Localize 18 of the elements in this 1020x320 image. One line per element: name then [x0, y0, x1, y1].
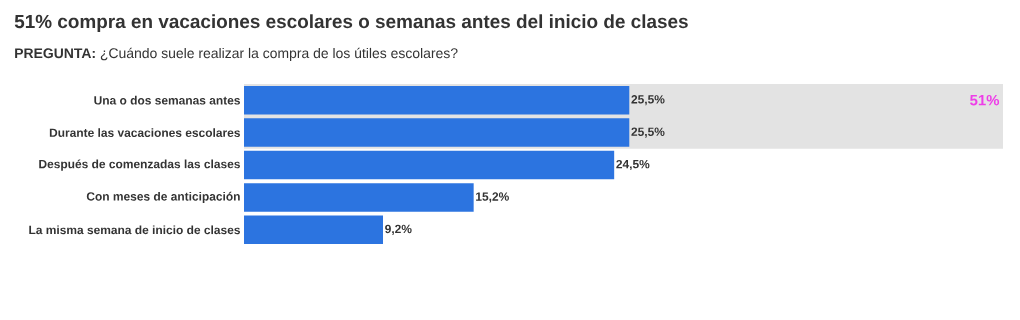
band-label: 51%: [970, 94, 1000, 106]
y-tick-label: Después de comenzadas las clases: [39, 159, 240, 171]
chart-subtitle: PREGUNTA: ¿Cuándo suele realizar la compra de los útiles escolares?: [15, 47, 458, 61]
data-label: 25,5%: [631, 127, 665, 138]
y-tick-label: Durante las vacaciones escolares: [49, 128, 240, 137]
bar: [244, 183, 474, 212]
y-tick-label: La misma semana de inicio de clases: [29, 225, 240, 235]
data-label: 9,2%: [385, 224, 412, 235]
bar: [244, 118, 630, 147]
bar: [244, 150, 615, 180]
data-label: 24,5%: [616, 159, 650, 171]
chart-title: 51% compra en vacaciones escolares o semanas antes del inicio de clases: [14, 14, 688, 32]
y-tick-label: Con meses de anticipación: [86, 191, 240, 204]
y-tick-label: Una o dos semanas antes: [94, 95, 240, 105]
bar: [244, 215, 383, 245]
data-label: 15,2%: [476, 192, 509, 203]
bar: [244, 85, 630, 115]
data-label: 25,5%: [631, 95, 665, 106]
